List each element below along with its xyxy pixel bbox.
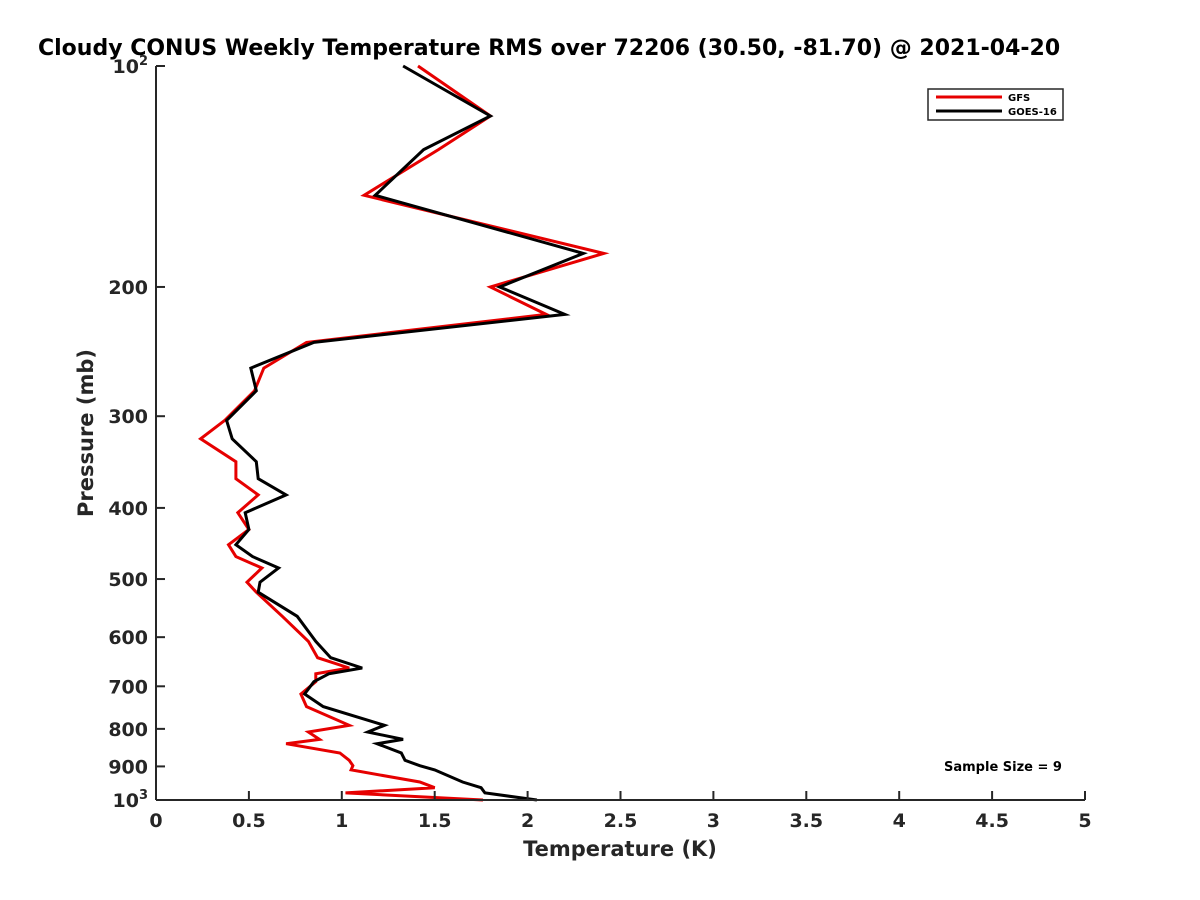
plot-area bbox=[197, 64, 610, 802]
y-tick-label: 200 bbox=[108, 277, 148, 299]
legend-label: GFS bbox=[1008, 93, 1030, 104]
x-tick-label: 3 bbox=[707, 810, 720, 832]
x-tick-label: 4 bbox=[893, 810, 906, 832]
x-tick-label: 2 bbox=[521, 810, 534, 832]
legend: GFS GOES-16 bbox=[927, 88, 1064, 121]
series-line-gfs bbox=[197, 64, 610, 802]
y-tick-label: 300 bbox=[108, 406, 148, 428]
legend-box bbox=[927, 88, 1064, 121]
series-line-goes-16 bbox=[224, 64, 588, 802]
x-tick-label: 1.5 bbox=[418, 810, 452, 832]
x-tick-label: 0.5 bbox=[232, 810, 266, 832]
y-axis-label: Pressure (mb) bbox=[74, 349, 98, 517]
y-tick-label: 103 bbox=[113, 788, 149, 812]
x-tick-label: 5 bbox=[1078, 810, 1091, 832]
x-tick-label: 3.5 bbox=[789, 810, 823, 832]
y-tick-label: 500 bbox=[108, 569, 148, 591]
y-tick-label: 600 bbox=[108, 627, 148, 649]
axes: 0 0.5 1 1.5 2 2.5 3 3.5 4 4.5 5 102 200 300 400 500 600 7… bbox=[108, 54, 1091, 832]
x-tick-label: 4.5 bbox=[975, 810, 1009, 832]
chart-title: Cloudy CONUS Weekly Temperature RMS over… bbox=[38, 36, 1060, 61]
y-tick-label: 900 bbox=[108, 756, 148, 778]
x-axis-label: Temperature (K) bbox=[523, 837, 717, 861]
y-tick-label: 700 bbox=[108, 676, 148, 698]
x-tick-label: 1 bbox=[335, 810, 348, 832]
y-tick-label: 800 bbox=[108, 719, 148, 741]
sample-size-annotation: Sample Size = 9 bbox=[944, 760, 1062, 775]
x-tick-label: 0 bbox=[149, 810, 162, 832]
y-tick-label: 102 bbox=[113, 54, 149, 78]
x-tick-label: 2.5 bbox=[604, 810, 638, 832]
y-tick-label: 400 bbox=[108, 498, 148, 520]
legend-label: GOES-16 bbox=[1008, 107, 1057, 118]
